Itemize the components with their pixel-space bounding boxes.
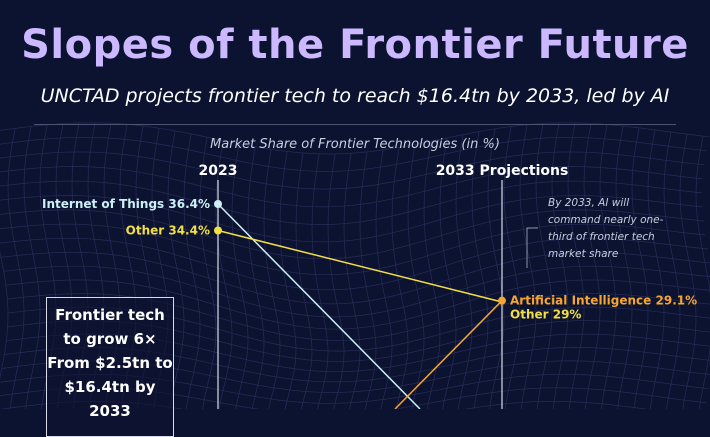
mesh-line <box>0 180 703 225</box>
callout-line: By 2033, AI will <box>548 197 630 209</box>
mesh-line <box>327 153 345 409</box>
mesh-line <box>23 126 41 409</box>
fact-line: Frontier tech <box>55 306 165 324</box>
label-other-2033: Other 29% <box>510 308 581 322</box>
chart-title: Market Share of Frontier Technologies (i… <box>210 137 500 152</box>
mesh-line <box>0 251 9 380</box>
point-ai-2033 <box>498 296 506 305</box>
mesh-line <box>5 279 710 330</box>
mesh-line <box>407 144 425 409</box>
fact-line: $16.4tn by <box>64 378 156 396</box>
mesh-line <box>631 127 649 409</box>
ai-callout: By 2033, AI will command nearly one- thi… <box>548 195 683 263</box>
mesh-line <box>391 147 409 409</box>
mesh-line <box>695 136 710 409</box>
mesh-line <box>343 153 361 409</box>
mesh-line <box>231 143 249 409</box>
column-header-2033: 2033 Projections <box>435 163 569 179</box>
mesh-line <box>455 134 473 409</box>
mesh-line <box>167 130 185 409</box>
mesh-line <box>7 128 25 409</box>
mesh-line <box>599 124 617 409</box>
mesh-line <box>487 128 505 409</box>
mesh-line <box>183 133 201 409</box>
mesh-line <box>519 124 537 409</box>
mesh-line <box>359 151 377 409</box>
series-line-ai <box>394 300 503 409</box>
slope-chart: Internet of Things 36.4% Other 34.4% Artif… <box>42 180 697 409</box>
mesh-line <box>215 140 233 409</box>
growth-fact-box: Frontier tech to grow 6× From $2.5tn to … <box>46 297 174 437</box>
label-iot-2023: Internet of Things 36.4% <box>42 197 210 211</box>
column-header-2023: 2023 <box>198 163 238 179</box>
series-line-iot <box>217 203 421 409</box>
mesh-line <box>311 153 329 409</box>
mesh-line <box>375 149 393 409</box>
point-iot-2023 <box>214 200 222 208</box>
callout-line: market share <box>548 248 619 260</box>
wireframe-background <box>0 122 710 409</box>
mesh-line <box>663 132 681 409</box>
title-divider <box>34 124 676 125</box>
label-ai-2033: Artificial Intelligence 29.1% <box>510 294 697 308</box>
mesh-line <box>295 152 313 409</box>
mesh-line <box>647 129 665 409</box>
mesh-line <box>503 126 521 409</box>
mesh-line <box>551 122 569 409</box>
callout-connector <box>526 227 538 268</box>
mesh-line <box>615 126 633 409</box>
mesh-line <box>423 141 441 409</box>
mesh-line <box>567 122 585 409</box>
point-other-2023 <box>214 226 222 235</box>
fact-line: 2033 <box>89 402 131 420</box>
mesh-line <box>583 123 601 409</box>
mesh-line <box>471 131 489 409</box>
mesh-line <box>679 134 697 409</box>
label-other-2023: Other 34.4% <box>126 223 210 237</box>
fact-line: From $2.5tn to <box>47 354 173 372</box>
callout-line: command nearly one- <box>548 214 664 226</box>
mesh-line <box>279 151 297 409</box>
mesh-line <box>439 137 457 409</box>
series-line-other <box>217 229 503 303</box>
page-title: Slopes of the Frontier Future <box>21 22 689 68</box>
callout-line: third of frontier tech <box>548 231 655 243</box>
mesh-line <box>263 149 281 409</box>
fact-line: to grow 6× <box>63 330 157 348</box>
page-subtitle: UNCTAD projects frontier tech to reach $… <box>40 85 670 107</box>
mesh-line <box>199 137 217 409</box>
mesh-line <box>247 146 265 409</box>
mesh-line <box>535 123 553 409</box>
